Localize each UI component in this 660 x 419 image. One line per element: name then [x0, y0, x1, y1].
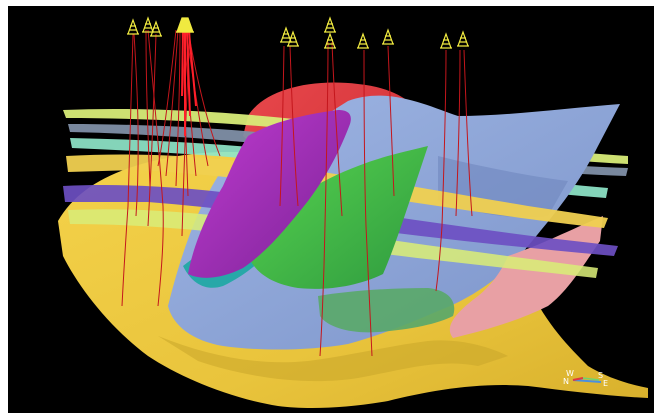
yellow-base-shadow: [158, 336, 508, 382]
compass-w-label: W: [566, 369, 574, 378]
rig-2-icon: [142, 16, 154, 33]
compass-s-label: S: [598, 371, 604, 380]
highlighted-well-cluster[interactable]: [181, 31, 197, 136]
purple-fault-surface[interactable]: [188, 110, 351, 278]
rig-7-icon: [324, 16, 336, 33]
green-fault-surface[interactable]: [248, 146, 428, 289]
yellow-horizon-mid[interactable]: [66, 154, 608, 228]
rig-9-icon: [357, 32, 369, 49]
compass-arrow-icon: [572, 377, 602, 383]
orientation-compass[interactable]: W N S E: [561, 366, 611, 392]
rig-4-icon: [176, 17, 194, 33]
3d-viewport[interactable]: W N S E: [8, 6, 654, 413]
rig-11-icon: [440, 32, 452, 49]
rig-5-icon: [280, 26, 292, 43]
rig-icons[interactable]: [127, 16, 469, 49]
rig-10-icon: [382, 28, 394, 45]
green-fault-lower[interactable]: [318, 288, 455, 333]
rig-6-icon: [287, 30, 299, 47]
geological-model-scene[interactable]: [8, 6, 654, 413]
compass-e-label: E: [603, 379, 609, 388]
rig-8-icon: [324, 32, 336, 49]
compass-n-label: N: [563, 377, 569, 386]
rig-12-icon: [457, 30, 469, 47]
rig-3-icon: [150, 20, 162, 37]
rig-1-icon: [127, 18, 139, 35]
